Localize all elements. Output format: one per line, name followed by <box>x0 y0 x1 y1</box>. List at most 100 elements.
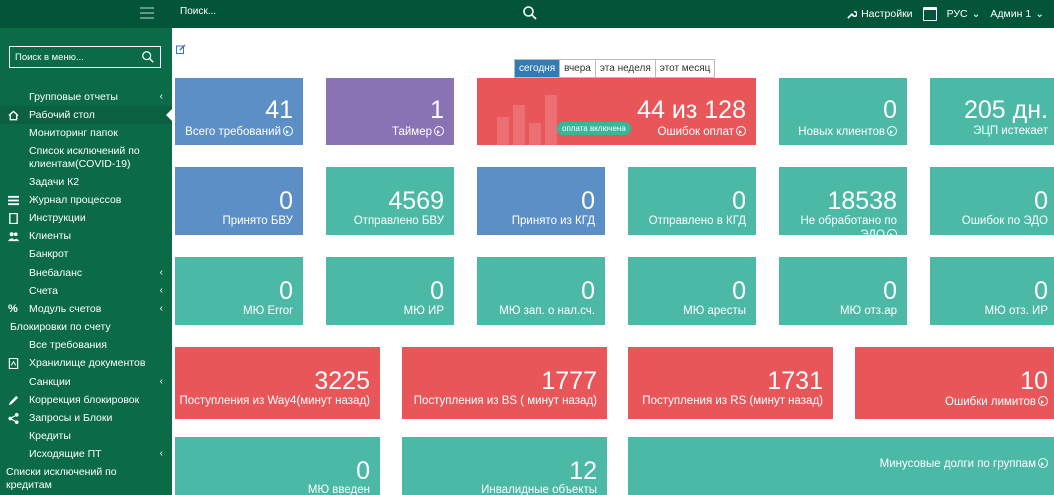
chevron-left-icon: ‹ <box>159 266 163 278</box>
tile-label: МЮ отз. ИР <box>984 305 1048 317</box>
tile-label: Таймер <box>392 125 444 138</box>
sidebar-item-accounts[interactable]: Счета ‹ <box>0 282 172 300</box>
tile-eds-expires[interactable]: 205 дн. ЭЦП истекает <box>930 78 1054 145</box>
sidebar-item-credits[interactable]: Кредиты <box>0 427 172 445</box>
sidebar-item-label: Журнал процессов <box>29 193 122 206</box>
home-icon <box>8 110 19 121</box>
sidebar-item-account-blocks[interactable]: Блокировки по счету <box>0 318 172 336</box>
sidebar-item-accounts-module[interactable]: % Модуль счетов ‹ <box>0 300 172 318</box>
sidebar-item-document-storage[interactable]: Хранилище документов <box>0 354 172 372</box>
book-icon <box>9 212 18 224</box>
tile-label: МЮ отз.ар <box>839 305 897 317</box>
sidebar-item-label: Счета <box>29 284 58 297</box>
sidebar-item-sanctions[interactable]: Санкции ‹ <box>0 373 172 391</box>
sidebar-item-credit-exclusions[interactable]: Списки исключений по кредитам <box>0 464 172 494</box>
tile-sent-kgd[interactable]: 0 Отправлено в КГД <box>628 167 756 235</box>
arrow-circle-right-icon <box>1038 396 1048 406</box>
tile-mu-entered[interactable]: 0 МЮ введен <box>175 437 380 495</box>
calendar-icon[interactable] <box>922 7 937 21</box>
tile-label: Новых клиентов <box>798 125 897 138</box>
tile-timer[interactable]: 1 Таймер <box>326 78 454 145</box>
chevron-down-icon: ⌄ <box>1035 8 1044 20</box>
search-icon[interactable] <box>141 50 155 64</box>
tile-label: Поступления из Way4(минут назад) <box>179 395 371 407</box>
top-search-input[interactable]: Поиск... <box>180 6 217 17</box>
period-yesterday[interactable]: вчера <box>560 60 596 77</box>
tile-sent-bvu[interactable]: 4569 Отправлено БВУ <box>326 167 454 235</box>
menu-toggle-icon[interactable] <box>140 7 154 19</box>
tile-payment-errors[interactable]: 44 из 128 оплата включена Ошибок оплат <box>477 78 756 145</box>
tile-mu-error[interactable]: 0 МЮ Error <box>175 257 303 325</box>
tile-accepted-bvu[interactable]: 0 Принято БВУ <box>175 167 303 235</box>
tile-value: 0 <box>883 96 897 124</box>
tile-way4-receipts[interactable]: 3225 Поступления из Way4(минут назад) <box>175 347 380 419</box>
tile-new-clients[interactable]: 0 Новых клиентов <box>779 78 907 145</box>
wrench-icon <box>847 10 858 19</box>
sidebar-item-requests-blocks[interactable]: Запросы и Блоки <box>0 409 172 427</box>
sidebar-item-label: Групповые отчеты <box>29 91 118 103</box>
pencil-icon <box>8 395 19 405</box>
sidebar-item-all-requests[interactable]: Все требования <box>0 336 172 354</box>
tile-rs-receipts[interactable]: 1731 Поступления из RS (минут назад) <box>628 347 833 419</box>
edit-icon[interactable] <box>176 44 186 54</box>
settings-label: Настройки <box>861 8 913 20</box>
tile-label: МЮ аресты <box>683 305 746 317</box>
sidebar-item-label: Модуль счетов <box>29 302 102 315</box>
sidebar-item-instructions[interactable]: Инструкции <box>0 209 172 227</box>
tile-mu-arrests[interactable]: 0 МЮ аресты <box>628 257 756 325</box>
sidebar-item-label: Внебаланс <box>29 266 83 279</box>
tile-label: Всего требований <box>185 125 293 138</box>
sidebar-item-outgoing-pt[interactable]: Исходящие ПТ ‹ <box>0 445 172 463</box>
top-bar: Поиск... Настройки РУС ⌄ Админ 1 ⌄ <box>0 0 1054 28</box>
sidebar-item-label: Запросы и Блоки <box>29 412 113 424</box>
tile-negative-debts[interactable]: Минусовые долги по группам <box>628 437 1054 495</box>
sidebar-item-block-correction[interactable]: Коррекция блокировок <box>0 391 172 409</box>
tile-bs-receipts[interactable]: 1777 Поступления из BS ( минут назад) <box>402 347 607 419</box>
tile-limit-errors[interactable]: 10 Ошибки лимитов <box>855 347 1054 419</box>
sidebar-item-group-reports[interactable]: Групповые отчеты ‹ <box>0 88 172 106</box>
tile-mu-ir[interactable]: 0 МЮ ИР <box>326 257 454 325</box>
tile-value: 18538 <box>827 187 897 215</box>
sidebar-item-covid-exclusions[interactable]: Список исключений по клиентам(COVID-19) <box>0 143 172 173</box>
period-this-month[interactable]: этот месяц <box>655 60 715 77</box>
sidebar-search-input[interactable]: Поиск в меню... <box>9 46 161 68</box>
tile-invalid-objects[interactable]: 12 Инвалидные объекты <box>402 437 607 495</box>
tile-edo-errors[interactable]: 0 Ошибок по ЭДО <box>930 167 1054 235</box>
tile-label: МЮ Error <box>243 305 293 317</box>
tile-label: МЮ зап. о нал.сч. <box>499 305 595 317</box>
sidebar-item-bankrupt[interactable]: Банкрот <box>0 245 172 263</box>
period-today[interactable]: сегодня <box>515 60 561 77</box>
sidebar-item-label: Списки исключений по кредитам <box>6 465 117 491</box>
period-this-week[interactable]: эта неделя <box>595 60 656 77</box>
tile-value: 1731 <box>767 367 823 395</box>
tile-label: Отправлено БВУ <box>353 215 444 227</box>
tile-label: Инвалидные объекты <box>481 484 597 495</box>
sidebar-item-folder-monitoring[interactable]: Мониторинг папок <box>0 124 172 142</box>
bar-chart-icon <box>497 95 557 145</box>
language-dropdown[interactable]: РУС ⌄ <box>947 8 981 20</box>
tile-mu-tax-account[interactable]: 0 МЮ зап. о нал.сч. <box>477 257 605 325</box>
list-icon <box>8 195 19 205</box>
search-icon[interactable] <box>522 5 538 21</box>
sidebar-item-k2-tasks[interactable]: Задачи К2 <box>0 173 172 191</box>
sidebar-item-label: Мониторинг папок <box>29 127 118 140</box>
sidebar-item-process-log[interactable]: Журнал процессов <box>0 191 172 209</box>
user-dropdown[interactable]: Админ 1 ⌄ <box>990 8 1044 20</box>
tile-accepted-kgd[interactable]: 0 Принято из КГД <box>477 167 605 235</box>
arrow-circle-right-icon <box>283 126 293 136</box>
settings-link[interactable]: Настройки <box>846 8 913 20</box>
tile-mu-ir-revoked[interactable]: 0 МЮ отз. ИР <box>930 257 1054 325</box>
sidebar-item-label: Санкции <box>29 375 71 388</box>
sidebar-item-desktop[interactable]: Рабочий стол <box>0 106 172 125</box>
sidebar-item-label: Все требования <box>29 339 107 352</box>
tile-mu-arrest-revoked[interactable]: 0 МЮ отз.ар <box>779 257 907 325</box>
tile-total-requests[interactable]: 41 Всего требований <box>175 78 303 145</box>
sidebar-item-clients[interactable]: Клиенты <box>0 227 172 245</box>
tile-value: 0 <box>430 277 444 305</box>
arrow-circle-right-icon <box>434 126 444 136</box>
tile-value: 4569 <box>388 187 444 215</box>
tile-value: 0 <box>1034 187 1048 215</box>
sidebar-item-off-balance[interactable]: Внебаланс ‹ <box>0 264 172 282</box>
tile-unprocessed-edo[interactable]: 18538 Не обработано по ЭДО <box>779 167 907 235</box>
arrow-circle-right-icon <box>887 126 897 136</box>
